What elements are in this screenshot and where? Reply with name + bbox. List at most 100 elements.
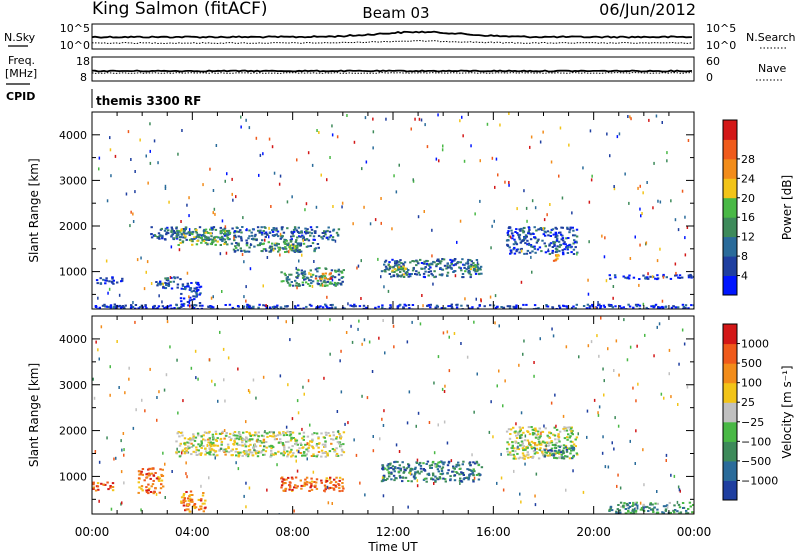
echo-cell xyxy=(646,181,648,184)
echo-cell xyxy=(145,307,148,309)
echo-cell xyxy=(303,451,306,453)
echo-cell xyxy=(177,411,179,415)
echo-cell xyxy=(454,274,457,278)
echo-cell xyxy=(291,417,294,421)
echo-cell xyxy=(472,461,475,464)
echo-cell xyxy=(653,506,656,509)
echo-cell xyxy=(278,432,281,435)
echo-cell xyxy=(162,451,164,455)
echo-cell xyxy=(569,440,573,443)
echo-cell xyxy=(366,396,369,400)
echo-cell xyxy=(458,266,461,269)
echo-cell xyxy=(407,269,410,271)
echo-cell xyxy=(167,282,170,285)
echo-cell xyxy=(313,238,316,241)
echo-cell xyxy=(518,426,521,429)
echo-cell xyxy=(325,268,328,270)
echo-cell xyxy=(220,442,223,445)
echo-cell xyxy=(190,498,194,501)
echo-cell xyxy=(200,452,203,455)
echo-cell xyxy=(331,236,335,239)
echo-cell xyxy=(335,447,338,450)
echo-cell xyxy=(431,472,435,475)
echo-cell xyxy=(407,505,409,509)
echo-cell xyxy=(198,286,201,289)
echo-cell xyxy=(360,297,362,300)
echo-cell xyxy=(109,148,112,152)
echo-cell xyxy=(353,303,356,306)
echo-cell xyxy=(467,258,470,261)
echo-cell xyxy=(317,446,320,449)
echo-cell xyxy=(405,273,409,276)
echo-cell xyxy=(628,505,632,508)
echo-cell xyxy=(288,434,292,437)
echo-cell xyxy=(129,306,133,309)
echo-cell xyxy=(198,302,202,304)
echo-cell xyxy=(182,288,186,290)
echo-cell xyxy=(420,118,423,122)
echo-cell xyxy=(357,264,360,268)
echo-cell xyxy=(318,306,321,309)
echo-cell xyxy=(386,468,389,471)
echo-cell xyxy=(219,238,223,241)
echo-cell xyxy=(679,511,683,514)
echo-cell xyxy=(430,272,433,275)
echo-cell xyxy=(422,304,424,308)
echo-cell xyxy=(472,474,475,477)
echo-cell xyxy=(278,182,281,186)
echo-cell xyxy=(235,454,238,457)
echo-cell xyxy=(634,503,638,506)
echo-cell xyxy=(296,399,299,403)
echo-cell xyxy=(558,430,562,433)
echo-cell xyxy=(422,462,425,465)
echo-cell xyxy=(598,405,601,409)
echo-cell xyxy=(297,226,300,229)
echo-cell xyxy=(515,243,519,246)
echo-cell xyxy=(553,241,557,244)
echo-cell xyxy=(337,282,340,285)
echo-cell xyxy=(179,431,183,434)
echo-cell xyxy=(471,471,474,474)
echo-cell xyxy=(528,433,532,436)
echo-cell xyxy=(335,485,338,488)
echo-cell xyxy=(184,443,187,446)
echo-cell xyxy=(609,154,611,158)
echo-cell xyxy=(279,374,282,378)
echo-cell xyxy=(421,294,423,297)
echo-cell xyxy=(500,476,503,480)
echo-cell xyxy=(145,491,149,494)
echo-cell xyxy=(614,305,617,308)
echo-cell xyxy=(413,266,415,270)
echo-cell xyxy=(353,140,356,144)
echo-cell xyxy=(310,282,313,285)
echo-cell xyxy=(161,282,164,285)
echo-cell xyxy=(334,239,337,243)
echo-cell xyxy=(246,250,249,253)
echo-cell xyxy=(329,281,332,284)
echo-cell xyxy=(562,242,565,245)
echo-cell xyxy=(559,231,562,234)
echo-cell xyxy=(541,239,544,242)
echo-cell xyxy=(442,258,446,261)
echo-cell xyxy=(316,129,318,132)
echo-cell xyxy=(222,449,225,452)
echo-cell xyxy=(211,379,213,383)
echo-cell xyxy=(200,498,203,501)
echo-cell xyxy=(566,245,570,248)
y-tick-label: 4000 xyxy=(59,129,87,142)
echo-cell xyxy=(324,284,327,287)
x-tick-label: 00:00 xyxy=(75,525,110,539)
echo-cell xyxy=(684,215,686,219)
noise-tick-top-left: 10^5 xyxy=(60,22,90,35)
echo-cell xyxy=(207,432,210,435)
echo-cell xyxy=(419,467,423,470)
echo-cell xyxy=(459,219,462,223)
echo-cell xyxy=(422,272,426,275)
echo-cell xyxy=(324,272,327,275)
echo-cell xyxy=(282,307,286,309)
echo-cell xyxy=(290,249,293,252)
echo-cell xyxy=(546,305,550,308)
echo-cell xyxy=(183,452,186,455)
echo-cell xyxy=(437,423,439,427)
echo-cell xyxy=(536,451,539,454)
